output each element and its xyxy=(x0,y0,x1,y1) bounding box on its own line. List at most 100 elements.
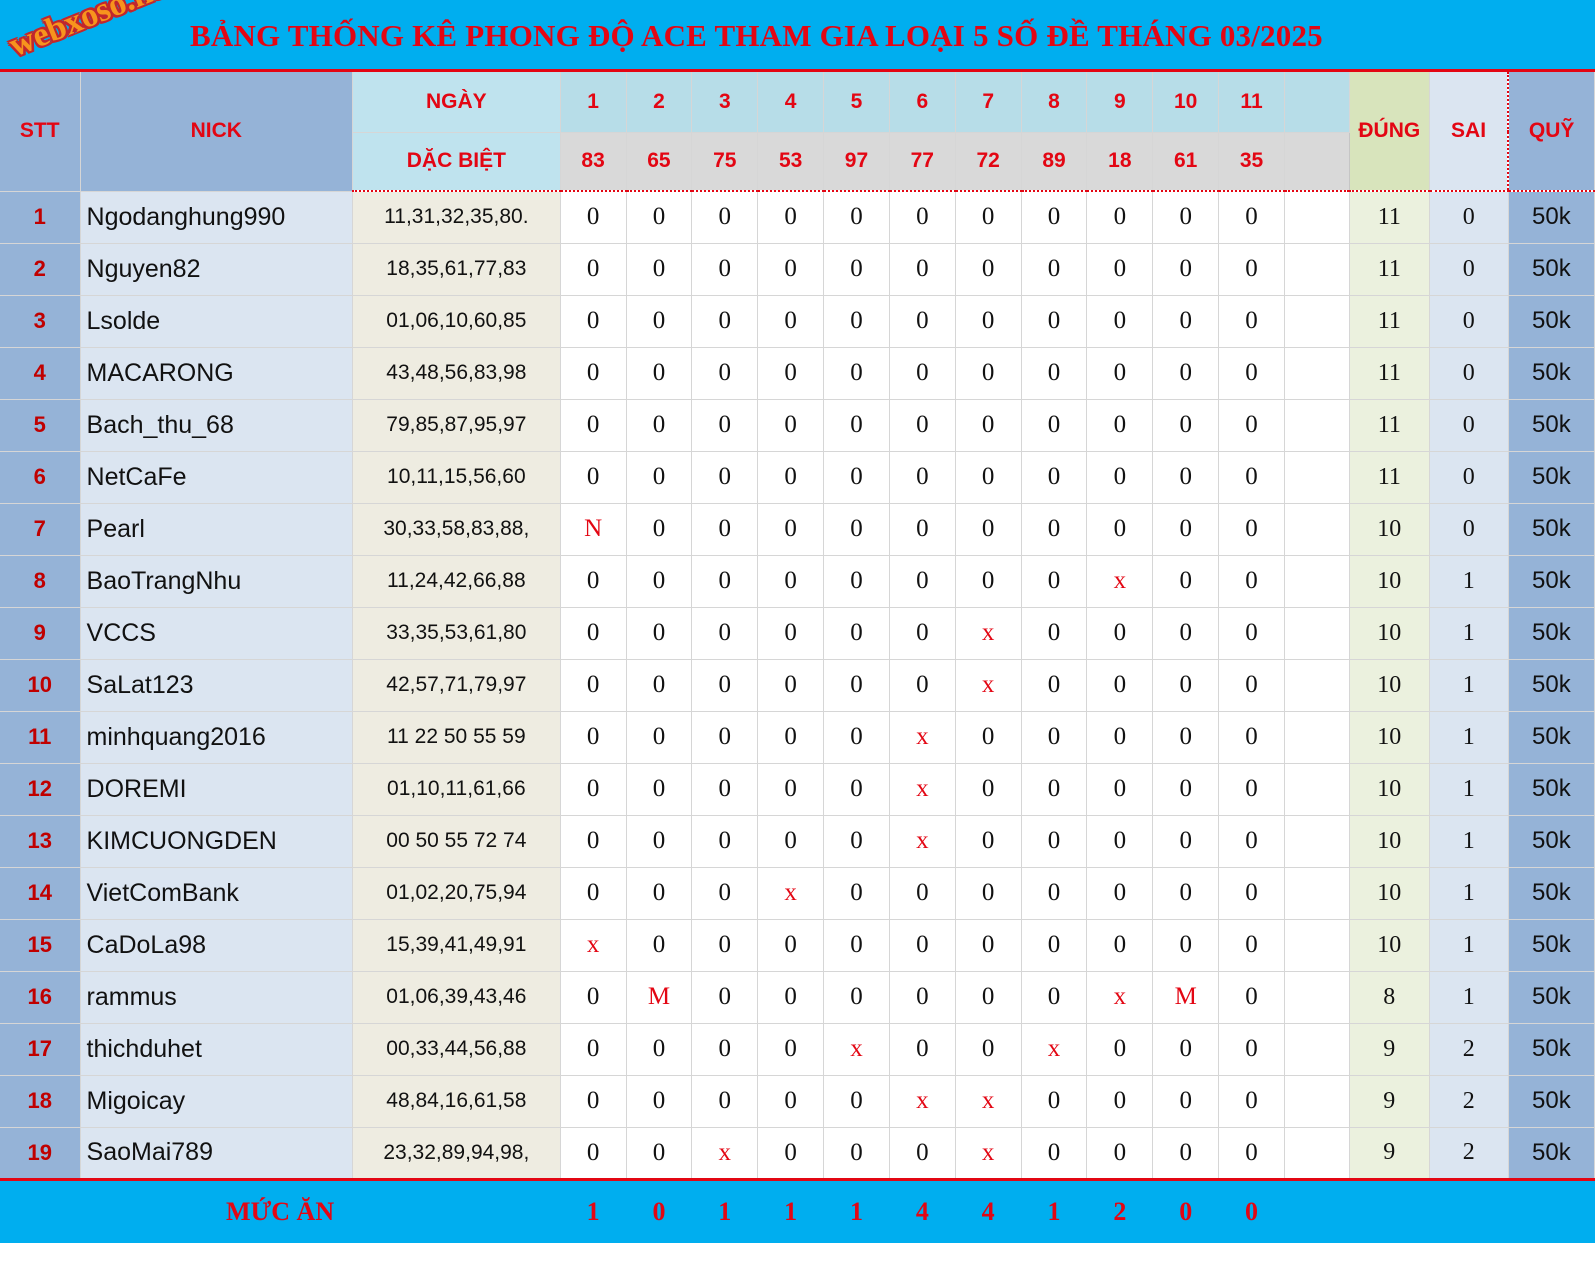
day-result: 0 xyxy=(1218,399,1285,452)
row-stt: 16 xyxy=(0,971,81,1024)
day-result: 0 xyxy=(955,295,1022,348)
day-result: 0 xyxy=(691,243,759,296)
row-sai: 2 xyxy=(1429,1023,1509,1076)
day-result: 0 xyxy=(691,711,759,764)
day-result: x xyxy=(823,1023,890,1076)
row-quy: 50k xyxy=(1508,191,1595,244)
footer-row: MỨC ĂN 1 0 1 1 1 4 4 1 2 0 0 xyxy=(0,1177,1595,1243)
row-spacer xyxy=(1284,295,1350,348)
day-result: 0 xyxy=(691,503,759,556)
row-stt: 7 xyxy=(0,503,81,556)
day-result: 0 xyxy=(560,451,627,504)
day-result: 0 xyxy=(757,815,825,868)
day-result: 0 xyxy=(1152,399,1220,452)
row-dung: 10 xyxy=(1348,659,1430,712)
day-result: M xyxy=(626,971,693,1024)
header-day-10: 10 xyxy=(1152,72,1220,133)
day-result: x xyxy=(889,711,956,764)
table-row: 19 SaoMai789 23,32,89,94,98, 0 0 x 0 0 0 x 0 0 0 0 9 2 5… xyxy=(0,1127,1595,1180)
row-sai: 1 xyxy=(1429,867,1509,920)
row-quy: 50k xyxy=(1508,659,1595,712)
row-nick: SaLat123 xyxy=(80,659,354,712)
special-number-day-1: 83 xyxy=(560,132,627,192)
row-dung: 10 xyxy=(1348,607,1430,660)
footer-value: 1 xyxy=(1021,1177,1087,1243)
day-result: x xyxy=(1021,1023,1088,1076)
day-result: 0 xyxy=(823,1127,890,1180)
row-dung: 10 xyxy=(1348,711,1430,764)
row-spacer xyxy=(1284,347,1350,400)
day-result: 0 xyxy=(691,555,759,608)
row-nick: NetCaFe xyxy=(80,451,354,504)
day-result: 0 xyxy=(560,1127,627,1180)
row-stt: 12 xyxy=(0,763,81,816)
day-result: 0 xyxy=(1021,243,1088,296)
row-stt: 15 xyxy=(0,919,81,972)
day-result: 0 xyxy=(626,555,693,608)
row-nick: MACARONG xyxy=(80,347,354,400)
day-result: 0 xyxy=(955,711,1022,764)
row-sai: 0 xyxy=(1429,451,1509,504)
day-result: 0 xyxy=(1086,503,1154,556)
footer-value: 1 xyxy=(823,1177,890,1243)
row-sai: 0 xyxy=(1429,295,1509,348)
day-result: 0 xyxy=(1152,1023,1220,1076)
row-dung: 9 xyxy=(1348,1127,1430,1180)
day-result: 0 xyxy=(955,347,1022,400)
table-row: 16 rammus 01,06,39,43,46 0 M 0 0 0 0 0 0 x M 0 8 1 50k xyxy=(0,971,1595,1024)
day-result: 0 xyxy=(1021,815,1088,868)
day-result: 0 xyxy=(626,659,693,712)
row-quy: 50k xyxy=(1508,815,1595,868)
day-result: 0 xyxy=(1218,243,1285,296)
day-result: 0 xyxy=(1021,763,1088,816)
day-result: 0 xyxy=(889,607,956,660)
header-nick: NICK xyxy=(80,72,354,192)
row-nick: Lsolde xyxy=(80,295,354,348)
day-result: 0 xyxy=(1021,191,1088,244)
row-spacer xyxy=(1284,1075,1350,1128)
row-sai: 0 xyxy=(1429,191,1509,244)
day-result: 0 xyxy=(1021,607,1088,660)
day-result: 0 xyxy=(889,1023,956,1076)
row-quy: 50k xyxy=(1508,503,1595,556)
day-result: 0 xyxy=(560,711,627,764)
day-result: x xyxy=(889,815,956,868)
day-result: 0 xyxy=(889,919,956,972)
row-sai: 0 xyxy=(1429,243,1509,296)
row-nick: DOREMI xyxy=(80,763,354,816)
day-result: 0 xyxy=(823,919,890,972)
day-result: 0 xyxy=(757,607,825,660)
day-result: 0 xyxy=(560,1023,627,1076)
day-result: 0 xyxy=(560,295,627,348)
day-result: 0 xyxy=(889,555,956,608)
day-result: 0 xyxy=(1218,971,1285,1024)
row-nick: Nguyen82 xyxy=(80,243,354,296)
day-result: 0 xyxy=(757,659,825,712)
day-result: 0 xyxy=(823,971,890,1024)
row-quy: 50k xyxy=(1508,295,1595,348)
row-numbers: 01,02,20,75,94 xyxy=(352,867,561,920)
header-quy: QUỸ xyxy=(1507,72,1595,192)
day-result: x xyxy=(560,919,627,972)
day-result: 0 xyxy=(691,971,759,1024)
row-numbers: 23,32,89,94,98, xyxy=(352,1127,561,1180)
row-stt: 19 xyxy=(0,1127,81,1180)
day-result: 0 xyxy=(626,451,693,504)
day-result: 0 xyxy=(1086,347,1154,400)
row-nick: BaoTrangNhu xyxy=(80,555,354,608)
day-result: 0 xyxy=(823,763,890,816)
day-result: 0 xyxy=(691,1075,759,1128)
day-result: 0 xyxy=(626,243,693,296)
header-stt: STT xyxy=(0,72,81,192)
header-day-4: 4 xyxy=(757,72,825,133)
row-stt: 6 xyxy=(0,451,81,504)
row-dung: 10 xyxy=(1348,763,1430,816)
row-numbers: 01,06,39,43,46 xyxy=(352,971,561,1024)
day-result: 0 xyxy=(560,867,627,920)
day-result: 0 xyxy=(757,503,825,556)
special-number-day-5: 97 xyxy=(823,132,890,192)
day-result: 0 xyxy=(889,347,956,400)
day-result: 0 xyxy=(560,971,627,1024)
day-result: 0 xyxy=(1152,347,1220,400)
day-result: 0 xyxy=(889,191,956,244)
